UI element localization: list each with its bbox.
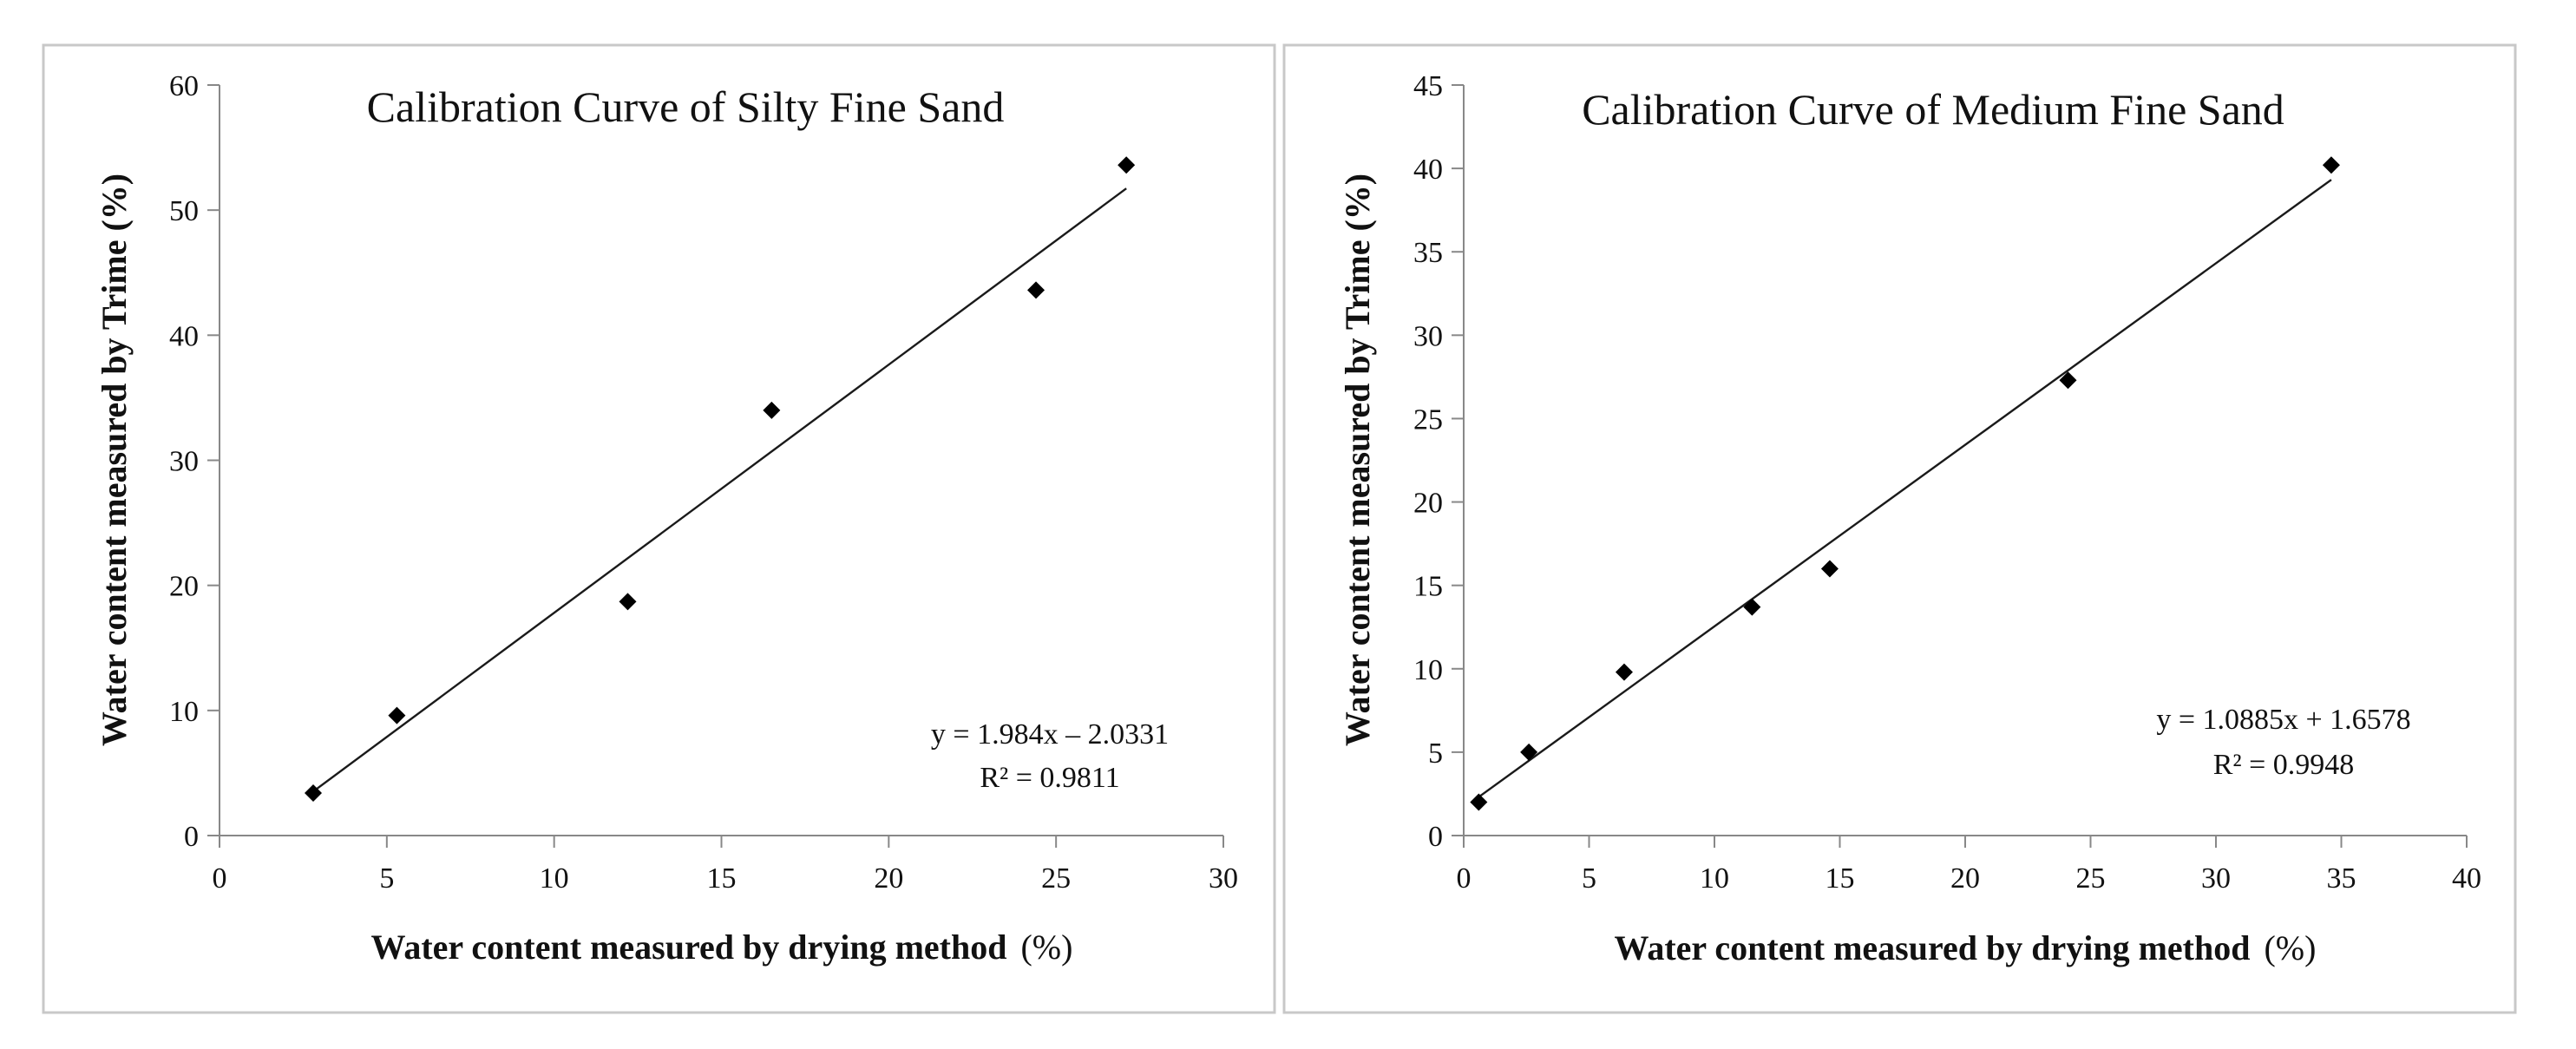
x-tick-label: 25 — [1041, 862, 1071, 895]
x-tick-label: 20 — [1950, 862, 1980, 895]
data-point — [1743, 598, 1761, 616]
x-axis-label-text: Water content measured by drying method — [371, 928, 1007, 967]
y-tick-label: 10 — [1413, 654, 1443, 686]
data-point — [1615, 663, 1633, 681]
chart-title: Calibration Curve of Silty Fine Sand — [367, 82, 1005, 131]
y-axis-label: Water content measured by Trime (%) — [1338, 174, 1377, 746]
y-tick-label: 0 — [184, 821, 199, 853]
y-tick-label: 30 — [1413, 320, 1443, 352]
x-tick-label: 5 — [379, 862, 394, 895]
y-tick-label: 35 — [1413, 237, 1443, 269]
y-tick-label: 40 — [169, 320, 199, 352]
x-axis-label: Water content measured by drying method … — [1615, 928, 2317, 967]
x-tick-label: 10 — [1700, 862, 1729, 895]
right-panel-frame — [1282, 43, 2517, 1014]
x-tick-label: 20 — [874, 862, 903, 895]
data-point — [1118, 156, 1136, 174]
y-tick-label: 45 — [1413, 70, 1443, 102]
x-tick-label: 25 — [2076, 862, 2106, 895]
data-point — [1027, 281, 1045, 299]
y-tick-label: 25 — [1413, 403, 1443, 436]
data-point — [304, 783, 322, 802]
left-panel-frame — [42, 43, 1276, 1014]
x-axis-label-text: Water content measured by drying method — [1615, 928, 2251, 967]
y-tick-label: 50 — [169, 195, 199, 227]
y-tick-label: 60 — [169, 70, 199, 102]
x-axis-label-unit: (%) — [2264, 928, 2316, 967]
data-point — [1820, 560, 1839, 578]
x-tick-label: 40 — [2452, 862, 2481, 895]
x-tick-label: 0 — [213, 862, 227, 895]
y-tick-label: 10 — [169, 696, 199, 728]
r-squared-label: R² = 0.9948 — [2213, 749, 2355, 781]
medium-fine-sand-chart: Calibration Curve of Medium Fine Sand Wa… — [1338, 70, 2481, 967]
x-tick-label: 0 — [1457, 862, 1472, 895]
data-point — [2059, 371, 2077, 390]
y-tick-label: 40 — [1413, 154, 1443, 186]
x-tick-label: 15 — [707, 862, 737, 895]
x-tick-label: 30 — [1209, 862, 1238, 895]
data-point — [388, 706, 406, 724]
y-tick-label: 15 — [1413, 571, 1443, 603]
y-tick-label: 5 — [1428, 738, 1443, 770]
y-tick-label: 30 — [169, 446, 199, 478]
chart-title: Calibration Curve of Medium Fine Sand — [1582, 85, 2284, 134]
data-point — [2322, 156, 2340, 174]
y-tick-label: 20 — [169, 571, 199, 603]
x-tick-label: 15 — [1825, 862, 1855, 895]
x-axis-label-unit: (%) — [1020, 928, 1072, 967]
data-point — [1470, 793, 1488, 811]
trendline-equation: y = 1.984x – 2.0331 — [931, 718, 1169, 751]
trendline — [312, 187, 1127, 793]
x-tick-label: 10 — [540, 862, 569, 895]
trendline-equation: y = 1.0885x + 1.6578 — [2156, 704, 2410, 736]
data-point — [619, 593, 637, 611]
y-tick-label: 20 — [1413, 488, 1443, 520]
y-tick-label: 0 — [1428, 821, 1443, 853]
r-squared-label: R² = 0.9811 — [980, 762, 1119, 794]
data-point — [1520, 743, 1538, 761]
x-tick-label: 5 — [1582, 862, 1596, 895]
data-point — [763, 401, 781, 419]
x-tick-label: 30 — [2201, 862, 2231, 895]
x-tick-label: 35 — [2327, 862, 2356, 895]
trendline — [1478, 179, 2332, 798]
silty-fine-sand-chart: Calibration Curve of Silty Fine Sand Wat… — [95, 70, 1238, 967]
y-axis-label: Water content measured by Trime (%) — [95, 174, 134, 746]
x-axis-label: Water content measured by drying method … — [371, 928, 1073, 967]
